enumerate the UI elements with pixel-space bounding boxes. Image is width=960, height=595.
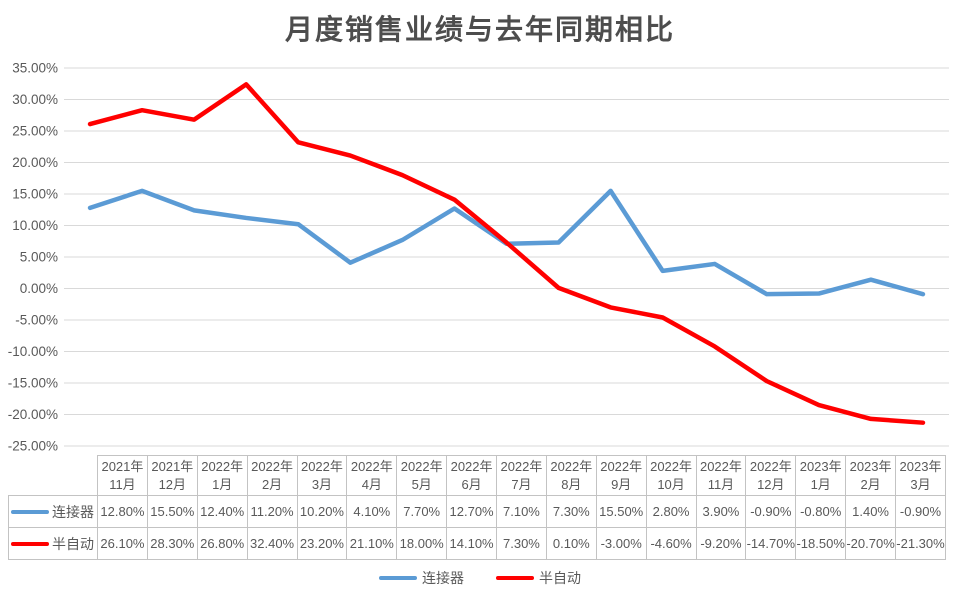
y-tick-label: -10.00% — [8, 344, 58, 359]
y-tick-label: -20.00% — [8, 407, 58, 422]
legend-key-line — [379, 576, 417, 580]
y-tick-label: -5.00% — [15, 313, 58, 328]
table-value-cell: 28.30% — [146, 527, 198, 560]
y-tick-label: 15.00% — [12, 187, 58, 202]
legend-key-line — [496, 576, 534, 580]
table-header-cell: 2021年 12月 — [146, 455, 198, 496]
y-tick-label: 30.00% — [12, 92, 58, 107]
y-tick-label: 0.00% — [20, 281, 58, 296]
table-corner-cell — [8, 455, 98, 496]
table-value-cell: -9.20% — [695, 527, 747, 560]
series-line-1 — [87, 82, 926, 425]
table-value-cell: 1.40% — [845, 495, 896, 528]
table-value-cell: 32.40% — [246, 527, 298, 560]
table-value-cell: -21.30% — [895, 527, 946, 560]
table-header-cell: 2022年 11月 — [695, 455, 747, 496]
table-header-cell: 2022年 6月 — [446, 455, 497, 496]
y-tick-label: 5.00% — [20, 250, 58, 265]
series-label-cell: 连接器 — [8, 495, 98, 528]
table-header-cell: 2022年 4月 — [346, 455, 398, 496]
table-value-cell: 15.50% — [595, 495, 647, 528]
chart-legend: 连接器 半自动 — [0, 567, 960, 589]
table-value-cell: 11.20% — [246, 495, 298, 528]
table-value-cell: -0.90% — [745, 495, 797, 528]
table-header-cell: 2022年 10月 — [645, 455, 697, 496]
table-value-cell: 7.30% — [496, 527, 547, 560]
line-chart-plot: 35.00% 30.00% 25.00% 20.00% 15.00% 10.00% 5.00… — [8, 61, 949, 454]
table-value-cell: 23.20% — [296, 527, 348, 560]
chart-title: 月度销售业绩与去年同期相比 — [284, 14, 675, 45]
table-header-cell: 2022年 5月 — [396, 455, 448, 496]
y-tick-label: 10.00% — [12, 218, 58, 233]
table-header-cell: 2022年 1月 — [196, 455, 248, 496]
table-header-cell: 2022年 2月 — [246, 455, 298, 496]
series-name: 连接器 — [52, 503, 94, 520]
table-value-cell: 15.50% — [146, 495, 198, 528]
table-value-cell: 14.10% — [446, 527, 497, 560]
table-value-cell: 12.40% — [196, 495, 248, 528]
table-value-cell: 7.70% — [396, 495, 448, 528]
series-key-line — [11, 541, 49, 546]
table-value-cell: 18.00% — [396, 527, 448, 560]
table-header-cell: 2023年 2月 — [845, 455, 896, 496]
table-value-cell: 7.30% — [545, 495, 597, 528]
series-label-cell: 半自动 — [8, 527, 98, 560]
table-header-cell: 2023年 1月 — [795, 455, 847, 496]
table-value-cell: 26.80% — [196, 527, 248, 560]
table-value-cell: 10.20% — [296, 495, 348, 528]
table-row: 半自动 26.10% 28.30% 26.80% 32.40% 23.20% 21.10% 1… — [8, 527, 946, 560]
table-value-cell: 7.10% — [496, 495, 547, 528]
legend-item: 半自动 — [496, 568, 581, 588]
series-name: 半自动 — [52, 535, 94, 552]
legend-item: 连接器 — [379, 568, 464, 588]
y-tick-label: 20.00% — [12, 155, 58, 170]
data-table: 2021年 11月 2021年 12月 2022年 1月 2022年 2月 2022年 3月 202… — [8, 455, 946, 560]
table-value-cell: -3.00% — [595, 527, 647, 560]
table-value-cell: 12.80% — [97, 495, 148, 528]
y-tick-label: 25.00% — [12, 124, 58, 139]
legend-label: 半自动 — [539, 570, 581, 586]
table-value-cell: 26.10% — [97, 527, 148, 560]
table-value-cell: 3.90% — [695, 495, 747, 528]
table-header-cell: 2022年 3月 — [296, 455, 348, 496]
table-row: 连接器 12.80% 15.50% 12.40% 11.20% 10.20% 4.10% 7.… — [8, 495, 946, 528]
table-value-cell: -18.50% — [795, 527, 847, 560]
series-key-line — [11, 509, 49, 514]
table-header-cell: 2023年 3月 — [895, 455, 946, 496]
table-header-cell: 2022年 12月 — [745, 455, 797, 496]
table-value-cell: -0.80% — [795, 495, 847, 528]
table-value-cell: 12.70% — [446, 495, 497, 528]
table-header-cell: 2022年 9月 — [595, 455, 647, 496]
table-value-cell: -0.90% — [895, 495, 946, 528]
table-value-cell: 2.80% — [645, 495, 697, 528]
table-value-cell: 4.10% — [346, 495, 398, 528]
table-value-cell: 21.10% — [346, 527, 398, 560]
table-value-cell: -4.60% — [645, 527, 697, 560]
y-tick-label: -15.00% — [8, 376, 58, 391]
y-tick-label: -25.00% — [8, 439, 58, 454]
table-value-cell: -20.70% — [845, 527, 896, 560]
table-header-cell: 2021年 11月 — [97, 455, 148, 496]
table-value-cell: 0.10% — [545, 527, 597, 560]
table-header-cell: 2022年 7月 — [496, 455, 547, 496]
legend-label: 连接器 — [422, 570, 464, 586]
y-tick-label: 35.00% — [12, 61, 58, 76]
table-header-cell: 2022年 8月 — [545, 455, 597, 496]
table-value-cell: -14.70% — [745, 527, 797, 560]
